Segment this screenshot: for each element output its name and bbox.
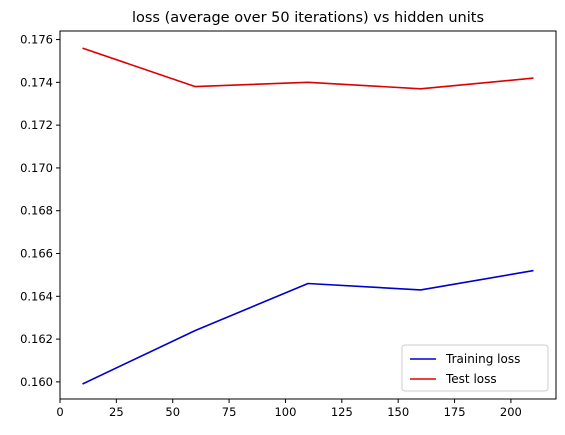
- x-tick-label: 125: [331, 405, 353, 419]
- x-tick-label: 175: [444, 405, 466, 419]
- series-line-1: [82, 47, 534, 90]
- plot-frame: [59, 30, 557, 400]
- x-tick-label: 200: [500, 405, 522, 419]
- x-axis: 0 25 50 75 100 125 150 175 200: [56, 399, 522, 419]
- y-axis: 0.160 0.162 0.164 0.166 0.168 0.170 0.172 0.174…: [20, 33, 60, 389]
- x-tick-label: 0: [56, 405, 63, 419]
- y-tick-label: 0.174: [20, 75, 53, 89]
- chart-title: loss (average over 50 iterations) vs hid…: [132, 10, 484, 26]
- plot-lines: [82, 47, 534, 385]
- series-line-0: [82, 269, 534, 385]
- y-tick-label: 0.162: [20, 332, 53, 346]
- x-tick-label: 75: [222, 405, 237, 419]
- x-tick-label: 100: [274, 405, 296, 419]
- legend-label: Training loss: [445, 352, 520, 366]
- y-tick-label: 0.170: [20, 161, 53, 175]
- legend-box: [401, 344, 549, 392]
- y-tick-label: 0.166: [20, 247, 53, 261]
- y-tick-label: 0.168: [20, 204, 53, 218]
- y-tick-label: 0.172: [20, 118, 53, 132]
- y-tick-label: 0.164: [20, 289, 53, 303]
- legend-label: Test loss: [445, 372, 497, 386]
- x-tick-label: 50: [165, 405, 180, 419]
- y-tick-label: 0.176: [20, 33, 53, 47]
- y-tick-label: 0.160: [20, 375, 53, 389]
- x-tick-label: 25: [109, 405, 124, 419]
- x-tick-label: 150: [387, 405, 409, 419]
- legend: Training loss Test loss: [401, 344, 549, 392]
